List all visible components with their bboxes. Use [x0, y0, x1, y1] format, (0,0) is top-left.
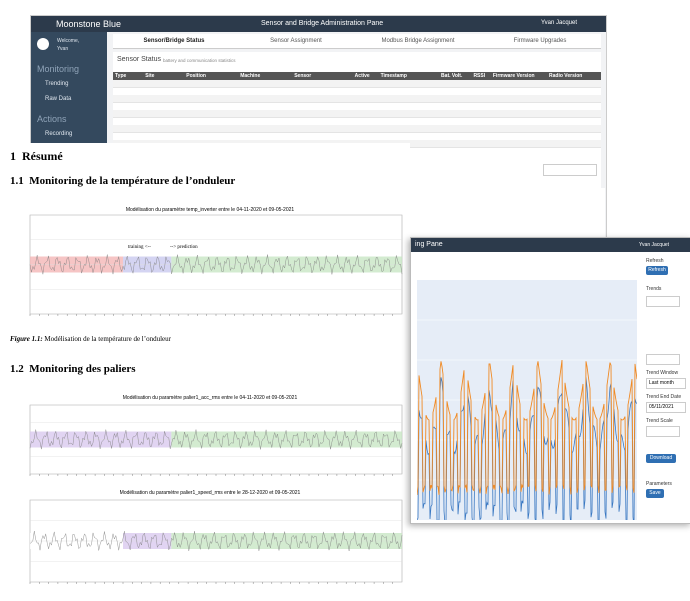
figure: Modélisation du paramètre temp_inverter …: [29, 207, 403, 316]
caption-label: Figure 1.1:: [10, 335, 43, 343]
welcome: Welcome,: [57, 38, 80, 44]
subsection-number: 1.1: [10, 175, 24, 187]
column-header: Timestamp: [380, 73, 407, 79]
figure: Modélisation du paramètre palier1_speed_…: [29, 490, 403, 584]
trend-chart: [417, 280, 637, 520]
user-name: Yvan: [57, 46, 69, 52]
section-title: Résumé: [22, 149, 63, 163]
chart-title: Modélisation du paramètre temp_inverter …: [126, 207, 295, 213]
label: Trend End Date: [646, 394, 682, 400]
brand: Moonstone Blue: [56, 19, 122, 29]
control-panel: Refresh Refresh Trends Trend Window Last…: [646, 258, 688, 520]
trend-select[interactable]: [646, 296, 680, 307]
user-menu[interactable]: Yvan Jacquet: [639, 242, 670, 248]
column-header: Site: [145, 73, 155, 79]
subsection-heading: 1.2 Monitoring des paliers: [10, 363, 136, 375]
annotation: training <--: [128, 245, 151, 250]
tab-bar: Sensor/Bridge Status Sensor Assignment M…: [113, 34, 601, 49]
column-header: Active: [354, 73, 370, 79]
tab[interactable]: Modbus Bridge Assignment: [381, 38, 455, 44]
chart-title: Modélisation du paramètre palier1_acc_rm…: [123, 395, 298, 401]
tab[interactable]: Sensor/Bridge Status: [143, 38, 205, 44]
caption: Figure 1.1: Modélisation de la températu…: [10, 335, 171, 343]
window-select[interactable]: Last month: [646, 378, 686, 389]
label: Trend Window: [646, 370, 679, 376]
app-title: ing Pane: [415, 241, 443, 248]
subsection-title: Monitoring des paliers: [29, 363, 136, 375]
scale-select[interactable]: [646, 426, 680, 437]
app-title: Sensor and Bridge Administration Pane: [261, 20, 384, 27]
date-input[interactable]: 05/11/2021: [646, 402, 686, 413]
signal-line: [29, 429, 403, 450]
trend-line: [417, 377, 637, 520]
refresh-button[interactable]: Refresh: [646, 266, 668, 275]
caption-text: Modélisation de la température de l’ondu…: [44, 335, 171, 343]
annotation: --> prediction: [170, 245, 198, 250]
column-header: Sensor: [294, 73, 312, 79]
nav-item[interactable]: Trending: [45, 81, 69, 87]
subsection-heading: 1.1 Monitoring de la température de l’on…: [10, 175, 235, 187]
label: Trend Scale: [646, 418, 673, 424]
column-header: Radio Version: [549, 73, 583, 79]
subsection-number: 1.2: [10, 363, 24, 375]
nav-item[interactable]: Recording: [45, 131, 73, 137]
pagination[interactable]: [543, 164, 597, 176]
label: Parameters: [646, 481, 672, 487]
subsection-title: Monitoring de la température de l’ondule…: [29, 175, 236, 187]
signal-line: [29, 254, 403, 275]
tab[interactable]: Firmware Upgrades: [513, 38, 567, 44]
label: Trends: [646, 286, 662, 292]
avatar: [37, 38, 49, 50]
trend-line: [417, 359, 637, 496]
figure: Modélisation du paramètre palier1_acc_rm…: [29, 395, 403, 476]
header: ing Pane Yvan Jacquet: [411, 238, 690, 252]
label: Refresh: [646, 258, 664, 264]
column-header: Position: [186, 73, 206, 79]
signal-line: [29, 530, 403, 552]
section-title: Monitoring: [37, 64, 80, 74]
tab[interactable]: Sensor Assignment: [270, 38, 322, 44]
header: Moonstone Blue Sensor and Bridge Adminis…: [31, 16, 606, 32]
download-button[interactable]: Download: [646, 454, 676, 463]
panel-subtitle: battery and communication statistics: [163, 58, 236, 63]
trend-select[interactable]: [646, 354, 680, 365]
column-header: Firmware Version: [492, 73, 535, 79]
save-button[interactable]: Save: [646, 489, 664, 498]
column-header: RSSI: [473, 73, 486, 79]
nav-item[interactable]: Raw Data: [45, 96, 72, 102]
section-heading: 1 Résumé: [10, 149, 63, 164]
user-menu[interactable]: Yvan Jacquet: [541, 20, 578, 26]
panel-title: Sensor Status: [117, 56, 161, 63]
chart-title: Modélisation du paramètre palier1_speed_…: [120, 490, 301, 496]
right-app: ing Pane Yvan Jacquet Refresh Refresh Tr…: [410, 237, 690, 524]
column-header: Type: [115, 73, 127, 79]
column-header: Machine: [240, 73, 261, 79]
table-body: [113, 80, 601, 150]
section-title: Actions: [37, 114, 67, 124]
column-header: Bat. Volt.: [441, 73, 463, 79]
table-header: Type Site Position Machine Sensor Active Times…: [113, 72, 601, 80]
section-number: 1: [10, 149, 16, 163]
